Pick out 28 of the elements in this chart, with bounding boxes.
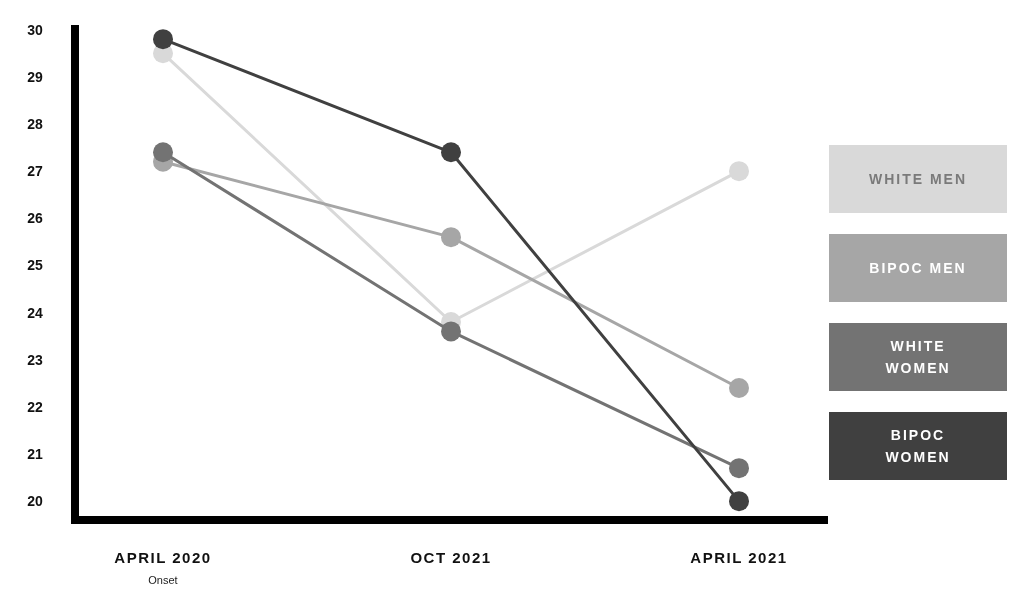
y-tick-label: 27 [27,163,43,180]
text: WHITE MEN [868,170,968,187]
point [153,29,173,50]
y-tick-label: 25 [27,257,43,274]
y-tick-label: 20 [27,493,43,510]
text: Onset [148,574,178,586]
text: WHITE WOMEN [885,337,951,376]
text: BIPOC WOMEN [885,426,951,465]
y-tick-label: 22 [27,398,43,415]
point [729,161,749,182]
y-tick-label: 24 [27,304,43,321]
y-tick-label: 29 [27,68,43,85]
x-tick-label: APRIL 2021 [690,549,788,566]
y-tick-label: 23 [27,351,43,368]
point [729,378,749,398]
x-tick-label: OCT 2021 [410,549,492,566]
point [441,227,461,248]
point [441,321,461,342]
point [441,142,461,163]
point [153,142,173,163]
point [729,458,749,479]
y-tick-label: 30 [27,21,43,38]
y-tick-label: 21 [27,446,43,462]
y-tick-label: 28 [27,116,43,132]
text: BIPOC MEN [869,259,967,276]
y-tick-label: 26 [27,210,43,227]
x-tick-label: APRIL 2020 [114,549,212,566]
point [729,491,749,512]
